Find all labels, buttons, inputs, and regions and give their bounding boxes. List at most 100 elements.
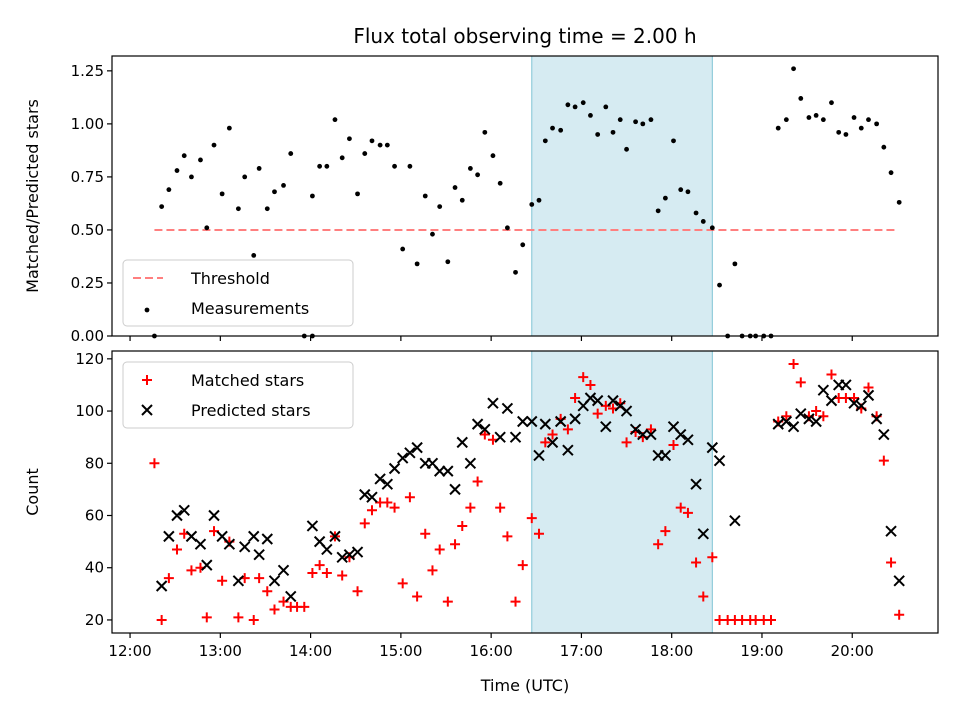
- data-point: [442, 465, 454, 477]
- data-point: [826, 369, 837, 380]
- data-point: [377, 142, 383, 148]
- data-point: [211, 142, 217, 148]
- data-point: [226, 125, 232, 131]
- data-point: [813, 112, 819, 118]
- data-point: [675, 502, 686, 513]
- data-point: [840, 379, 852, 391]
- x-tick-label: 19:00: [740, 642, 783, 660]
- data-point: [617, 117, 623, 123]
- data-point: [223, 538, 236, 550]
- data-point: [881, 144, 887, 150]
- y-tick-label: 0.00: [71, 327, 104, 345]
- data-point: [163, 530, 175, 543]
- data-point: [352, 586, 363, 597]
- x-tick-label: 18:00: [650, 642, 693, 660]
- data-point: [317, 163, 323, 169]
- data-point: [620, 405, 633, 417]
- data-point: [592, 408, 603, 419]
- data-point: [772, 418, 784, 430]
- data-point: [810, 415, 822, 428]
- data-point: [693, 210, 699, 216]
- data-point: [878, 455, 889, 466]
- data-point: [775, 125, 781, 131]
- data-point: [369, 138, 375, 144]
- data-point: [697, 528, 709, 540]
- data-point: [655, 208, 661, 214]
- data-point: [698, 591, 709, 602]
- y-tick-label: 120: [75, 350, 104, 368]
- x-tick-label: 12:00: [108, 642, 151, 660]
- data-point: [732, 261, 738, 267]
- data-point: [546, 436, 559, 449]
- data-point: [414, 261, 420, 267]
- data-point: [893, 575, 905, 587]
- data-point: [396, 452, 409, 464]
- y-tick-label: 40: [85, 559, 104, 577]
- y-tick-label: 1.00: [71, 115, 104, 133]
- data-point: [166, 187, 172, 193]
- data-point: [520, 242, 526, 248]
- x-axis-label: Time (UTC): [480, 676, 569, 695]
- data-point: [682, 434, 694, 446]
- data-point: [818, 411, 829, 422]
- legend-box: [122, 259, 354, 327]
- data-point: [645, 424, 656, 435]
- data-point: [787, 421, 800, 433]
- data-point: [671, 138, 676, 144]
- y-tick-label: 80: [85, 454, 104, 472]
- data-point: [264, 206, 270, 212]
- data-point: [400, 246, 406, 252]
- data-point: [610, 129, 616, 135]
- data-point: [591, 394, 604, 407]
- data-point: [806, 115, 812, 120]
- data-point: [384, 142, 390, 148]
- data-point: [624, 146, 629, 152]
- data-point: [707, 552, 718, 563]
- data-point: [366, 505, 377, 516]
- data-point: [332, 117, 338, 123]
- data-point: [251, 252, 257, 258]
- data-point: [504, 225, 510, 231]
- data-point: [430, 231, 435, 237]
- data-point: [366, 491, 378, 503]
- legend-marker: [142, 375, 152, 385]
- data-point: [858, 125, 864, 131]
- legend-box: [122, 361, 354, 429]
- data-point: [412, 591, 423, 602]
- data-point: [843, 132, 849, 137]
- data-point: [660, 526, 671, 537]
- data-point: [281, 182, 286, 188]
- data-point: [682, 507, 693, 518]
- data-point: [851, 115, 857, 120]
- data-point: [347, 136, 352, 142]
- data-point: [268, 575, 281, 587]
- data-point: [709, 225, 715, 231]
- data-point: [201, 612, 212, 623]
- data-point: [526, 513, 537, 524]
- data-point: [437, 204, 443, 210]
- data-point: [314, 560, 325, 571]
- data-point: [896, 199, 902, 205]
- data-point: [381, 478, 394, 490]
- data-point: [600, 421, 612, 433]
- data-point: [181, 153, 187, 159]
- data-point: [690, 478, 702, 490]
- data-point: [729, 515, 741, 527]
- legend: Threshold Measurements: [122, 259, 354, 327]
- data-point: [580, 100, 586, 106]
- data-point: [533, 528, 544, 539]
- data-point: [217, 575, 228, 586]
- data-point: [825, 394, 838, 407]
- data-point: [235, 206, 241, 212]
- shaded-interval: [531, 350, 713, 634]
- data-point: [803, 413, 815, 425]
- data-point: [874, 121, 880, 127]
- data-point: [595, 132, 601, 137]
- data-point: [607, 394, 619, 407]
- data-point: [888, 170, 894, 176]
- data-point: [578, 372, 589, 383]
- data-point: [569, 413, 581, 425]
- data-point: [878, 428, 890, 441]
- data-point: [248, 530, 260, 543]
